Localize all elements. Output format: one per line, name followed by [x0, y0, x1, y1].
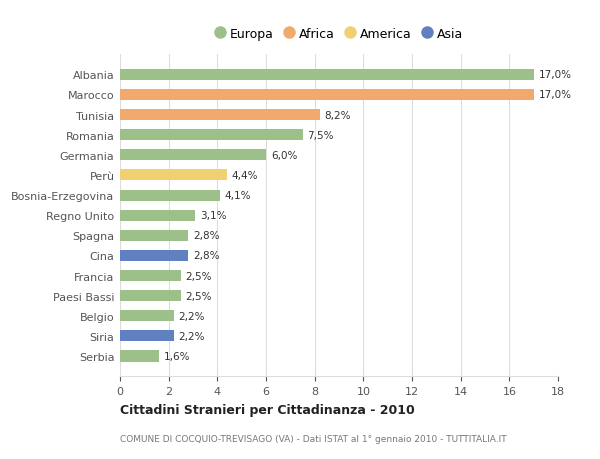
Text: 8,2%: 8,2% [325, 110, 351, 120]
Bar [120, 110, 320, 121]
Text: 2,8%: 2,8% [193, 231, 220, 241]
Text: 2,5%: 2,5% [186, 271, 212, 281]
Bar [120, 250, 188, 262]
Bar [120, 90, 533, 101]
Text: 2,2%: 2,2% [178, 311, 205, 321]
Bar [120, 311, 173, 322]
Text: COMUNE DI COCQUIO-TREVISAGO (VA) - Dati ISTAT al 1° gennaio 2010 - TUTTITALIA.IT: COMUNE DI COCQUIO-TREVISAGO (VA) - Dati … [120, 434, 506, 442]
Bar [120, 130, 302, 141]
Bar [120, 230, 188, 241]
Bar [120, 270, 181, 281]
Text: 3,1%: 3,1% [200, 211, 227, 221]
Text: 7,5%: 7,5% [307, 130, 334, 140]
Bar [120, 170, 227, 181]
Text: 17,0%: 17,0% [539, 90, 572, 100]
Bar [120, 351, 159, 362]
Bar [120, 190, 220, 201]
Text: 1,6%: 1,6% [164, 351, 190, 361]
Text: 4,1%: 4,1% [224, 190, 251, 201]
Legend: Europa, Africa, America, Asia: Europa, Africa, America, Asia [210, 23, 468, 46]
Text: 17,0%: 17,0% [539, 70, 572, 80]
Text: 2,8%: 2,8% [193, 251, 220, 261]
Bar [120, 291, 181, 302]
Text: 6,0%: 6,0% [271, 151, 297, 161]
Bar [120, 150, 266, 161]
Text: 2,5%: 2,5% [186, 291, 212, 301]
Text: 4,4%: 4,4% [232, 171, 259, 180]
Bar [120, 330, 173, 341]
Bar [120, 210, 196, 221]
Bar [120, 70, 533, 81]
Text: 2,2%: 2,2% [178, 331, 205, 341]
Text: Cittadini Stranieri per Cittadinanza - 2010: Cittadini Stranieri per Cittadinanza - 2… [120, 403, 415, 416]
